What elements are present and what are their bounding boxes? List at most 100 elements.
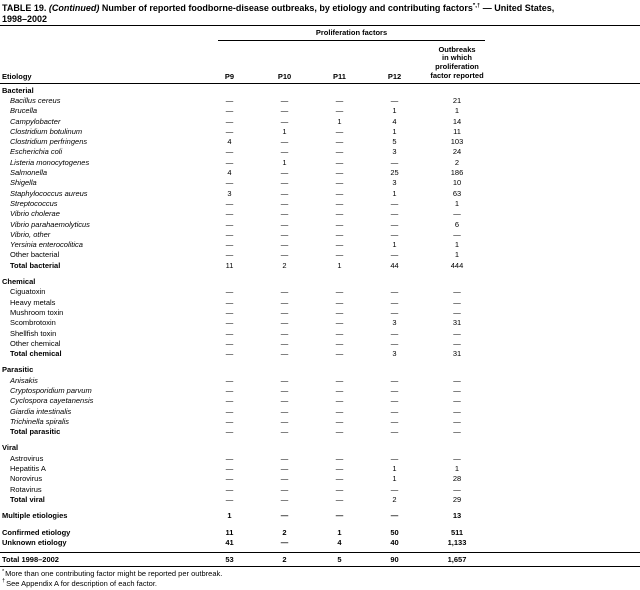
table-row: Brucella — — — 1 1 — [0, 106, 640, 116]
cell-value: — — [225, 453, 234, 463]
row-spacer — [492, 485, 640, 495]
cell-value: 1 — [454, 106, 460, 116]
cell-value: — — [390, 427, 399, 437]
cell-value: 2 — [282, 260, 287, 270]
row-spacer — [492, 396, 640, 406]
section-header-row: Viral — [0, 443, 640, 453]
cell-value: — — [335, 328, 344, 338]
cell-value: — — [453, 406, 461, 416]
cell-value: — — [390, 95, 399, 105]
cell-value: — — [280, 338, 289, 348]
row-label: Heavy metals — [10, 297, 56, 307]
table-row: Salmonella 4 — — 25 186 — [0, 168, 640, 178]
table-row: Heavy metals — — — — — — [0, 298, 640, 308]
cell-value: — — [335, 511, 344, 521]
table-row: Ciguatoxin — — — — — — [0, 287, 640, 297]
cell-value: — — [225, 375, 234, 385]
row-spacer — [492, 454, 640, 464]
cell-value: — — [280, 474, 289, 484]
cell-value: — — [453, 338, 461, 348]
cell-value: — — [280, 229, 289, 239]
cell-value: — — [280, 307, 289, 317]
cell-value: — — [335, 219, 344, 229]
table-row: Streptococcus — — — — 1 — [0, 199, 640, 209]
table-row: Total viral — — — 2 29 — [0, 495, 640, 505]
row-spacer — [492, 443, 640, 453]
table-row: Confirmed etiology 11 2 1 50 511 — [0, 528, 640, 538]
row-label: Streptococcus — [10, 198, 58, 208]
row-spacer — [492, 220, 640, 230]
row-label: Mushroom toxin — [10, 307, 64, 317]
cell-value: — — [225, 484, 234, 494]
cell-value: — — [225, 464, 234, 474]
cell-value: 4 — [337, 537, 342, 547]
cell-value: — — [280, 464, 289, 474]
row-label: Ciguatoxin — [10, 287, 46, 297]
cell-value: 13 — [452, 511, 462, 521]
cell-value: — — [335, 338, 344, 348]
header-rule — [0, 82, 640, 84]
cell-value: 44 — [390, 260, 399, 270]
cell-value: — — [390, 229, 399, 239]
row-label: Total parasitic — [10, 427, 61, 437]
section-header-label: Parasitic — [2, 365, 34, 375]
cell-value: — — [335, 427, 344, 437]
cell-value: — — [225, 95, 234, 105]
row-label: Escherichia coli — [10, 147, 63, 157]
table-row: Campylobacter — —1 4 14 — [0, 117, 640, 127]
cell-value: — — [453, 484, 461, 494]
cell-value: — — [335, 198, 344, 208]
row-label: Shellfish toxin — [10, 328, 57, 338]
section-header-label: Viral — [2, 443, 19, 453]
cell-value: — — [280, 287, 289, 297]
cell-value: 4 — [227, 137, 232, 147]
row-label: Confirmed etiology — [2, 527, 71, 537]
cell-value: 31 — [452, 318, 462, 328]
cell-value: — — [225, 474, 234, 484]
table-body: Bacterial Bacillus cereus — — — —21 Brucella — —… — [0, 86, 640, 506]
cell-value: 1 — [454, 198, 460, 208]
footnote-dagger: †See Appendix A for description of each … — [2, 578, 640, 588]
row-label: Brucella — [10, 106, 38, 116]
row-spacer — [492, 158, 640, 168]
table-row: Yersinia enterocolitica — — — 1 1 — [0, 240, 640, 250]
row-spacer — [492, 329, 640, 339]
table-row: Vibrio cholerae — — — — — — [0, 209, 640, 219]
table-row: Trichinella spiralis — — — — — — [0, 417, 640, 427]
cell-value: 103 — [450, 137, 464, 147]
row-spacer — [492, 209, 640, 219]
cell-value: — — [225, 157, 234, 167]
table-section: Viral Astrovirus — — — — — Hepatitis A — — —1 1 Noro… — [0, 443, 640, 505]
row-label: Total chemical — [10, 349, 62, 359]
row-label: Other chemical — [10, 338, 61, 348]
row-spacer — [492, 106, 640, 116]
row-spacer — [492, 178, 640, 188]
table-row: Cryptosporidium parvum — — — — — — [0, 386, 640, 396]
cell-value: — — [335, 396, 344, 406]
row-spacer — [492, 189, 640, 199]
table-row: Hepatitis A — — — 1 1 — [0, 464, 640, 474]
cell-value: 2 — [392, 494, 397, 504]
summary-multiple-etiologies: Multiple etiologies 1 — — — 13 — [0, 511, 640, 521]
column-header-p9: P9 — [224, 71, 235, 81]
table-row: Cyclospora cayetanensis — — — — — — [0, 396, 640, 406]
row-label: Hepatitis A — [10, 464, 46, 474]
etiology-column-header: Etiology — [2, 71, 32, 81]
title-footnote-marks: *,† — [472, 3, 481, 9]
cell-value: — — [335, 474, 344, 484]
table-row: Norovirus — — — 1 28 — [0, 474, 640, 484]
cell-value: 28 — [452, 474, 462, 484]
row-spacer — [492, 339, 640, 349]
cell-value: — — [453, 416, 461, 426]
cell-value: 1 — [454, 464, 460, 474]
row-label: Scombrotoxin — [10, 318, 56, 328]
footnote-marker: * — [2, 568, 5, 575]
table-row: Clostridium perfringens 4 — — 5 103 — [0, 137, 640, 147]
cell-value: 1 — [227, 511, 232, 521]
cell-value: 53 — [225, 555, 234, 565]
cell-value: — — [335, 375, 344, 385]
row-spacer — [492, 137, 640, 147]
cell-value: 1 — [392, 188, 397, 198]
cell-value: — — [225, 229, 234, 239]
